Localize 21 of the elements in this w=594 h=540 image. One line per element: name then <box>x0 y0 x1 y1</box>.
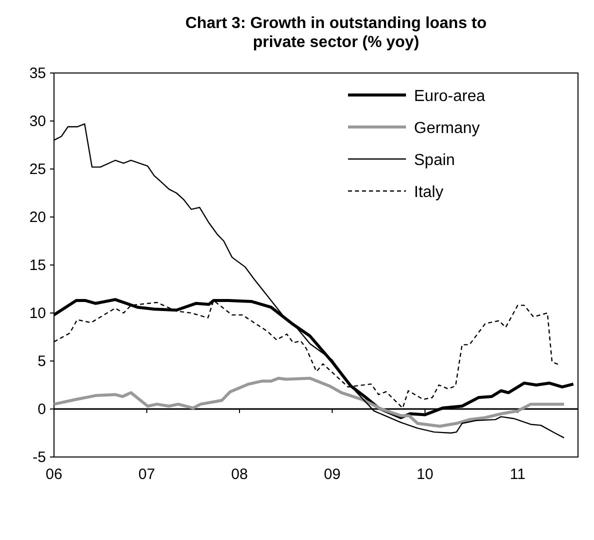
y-tick-label: 35 <box>29 65 46 82</box>
x-tick-label: 07 <box>138 466 156 483</box>
y-tick-label: 25 <box>29 161 46 178</box>
legend-label: Spain <box>414 152 455 169</box>
y-tick-label: 15 <box>29 257 46 274</box>
x-tick-label: 10 <box>416 466 434 483</box>
legend-label: Euro-area <box>414 88 486 105</box>
y-tick-label: 5 <box>38 353 46 370</box>
x-tick-label: 06 <box>46 466 62 483</box>
y-tick-label: 0 <box>38 401 46 418</box>
y-tick-label: 20 <box>29 209 46 226</box>
legend-label: Italy <box>414 184 444 201</box>
y-tick-label: -5 <box>32 449 46 466</box>
line-series <box>52 376 566 428</box>
x-tick-label: 09 <box>324 466 341 483</box>
legend-label: Germany <box>414 120 480 137</box>
y-tick-label: 30 <box>29 113 46 130</box>
x-tick-label: 08 <box>231 466 248 483</box>
y-tick-label: 10 <box>29 305 46 322</box>
chart-title: Chart 3: Growth in outstanding loans to private sector (% yoy) <box>185 15 487 51</box>
x-tick-label: 11 <box>510 466 526 483</box>
